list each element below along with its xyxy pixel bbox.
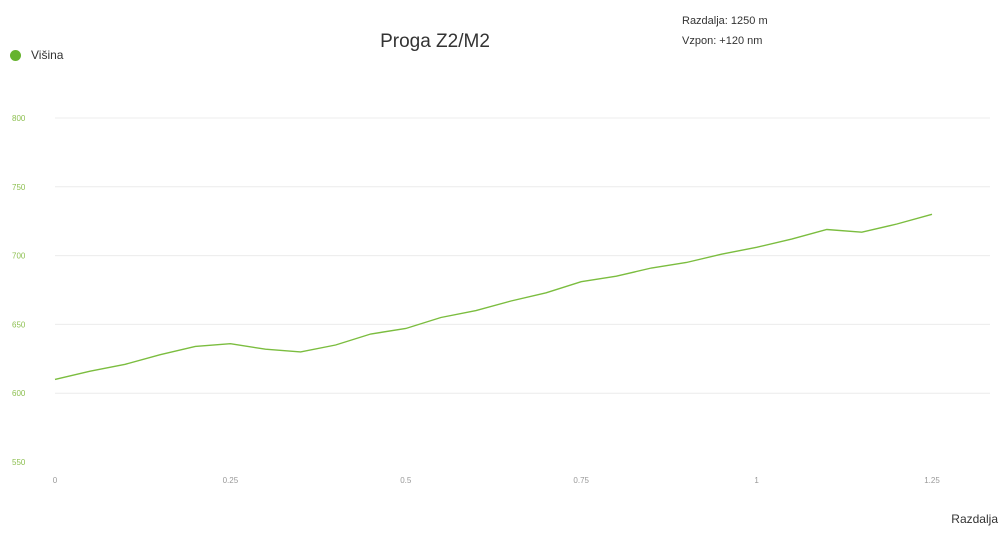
- data-point[interactable]: [683, 259, 689, 265]
- distance-text: Razdalja: 1250 m: [682, 15, 768, 27]
- data-point[interactable]: [87, 368, 93, 374]
- y-tick-label: 550: [12, 458, 26, 467]
- data-point[interactable]: [157, 352, 163, 358]
- series-line-visina[interactable]: [54, 213, 933, 381]
- data-point[interactable]: [333, 342, 339, 348]
- data-point[interactable]: [508, 298, 514, 304]
- y-tick-label: 700: [12, 252, 26, 261]
- data-point[interactable]: [789, 236, 795, 242]
- data-point[interactable]: [368, 331, 374, 337]
- x-tick-label: 0: [53, 476, 58, 485]
- y-axis-ticks: 550 600 650 700 750 800: [12, 114, 26, 467]
- data-point[interactable]: [52, 376, 58, 382]
- data-point[interactable]: [227, 341, 233, 347]
- legend[interactable]: Višina: [10, 48, 63, 62]
- x-tick-label: 1: [754, 476, 759, 485]
- data-point[interactable]: [859, 229, 865, 235]
- data-point[interactable]: [648, 265, 654, 271]
- data-point[interactable]: [578, 279, 584, 285]
- x-axis-label: Razdalja: [951, 512, 998, 526]
- grid-lines: [55, 117, 990, 394]
- legend-marker: [10, 49, 21, 61]
- x-tick-label: 0.5: [400, 476, 412, 485]
- series-layer: [52, 211, 935, 382]
- data-point[interactable]: [824, 226, 830, 232]
- data-point[interactable]: [929, 211, 935, 217]
- route-info: Razdalja: 1250 m Vzpon: +120 nm: [682, 11, 768, 51]
- data-point[interactable]: [719, 251, 725, 257]
- data-point[interactable]: [543, 290, 549, 296]
- x-tick-label: 0.25: [223, 476, 239, 485]
- data-point[interactable]: [122, 361, 128, 367]
- data-point[interactable]: [754, 244, 760, 250]
- data-point[interactable]: [438, 315, 444, 321]
- data-point[interactable]: [894, 221, 900, 227]
- data-point[interactable]: [613, 273, 619, 279]
- chart-title: Proga Z2/M2: [380, 31, 490, 52]
- data-point[interactable]: [403, 326, 409, 332]
- climb-text: Vzpon: +120 nm: [682, 35, 763, 47]
- y-tick-label: 750: [12, 183, 26, 192]
- data-point[interactable]: [473, 308, 479, 314]
- x-tick-label: 1.25: [924, 476, 940, 485]
- x-axis-ticks: 0 0.25 0.5 0.75 1 1.25: [53, 476, 941, 485]
- legend-label-visina: Višina: [31, 48, 64, 62]
- x-tick-label: 0.75: [573, 476, 589, 485]
- data-point[interactable]: [262, 346, 268, 352]
- data-point[interactable]: [192, 343, 198, 349]
- y-tick-label: 800: [12, 114, 26, 123]
- y-tick-label: 600: [12, 389, 26, 398]
- y-tick-label: 650: [12, 320, 26, 329]
- data-point[interactable]: [298, 349, 304, 355]
